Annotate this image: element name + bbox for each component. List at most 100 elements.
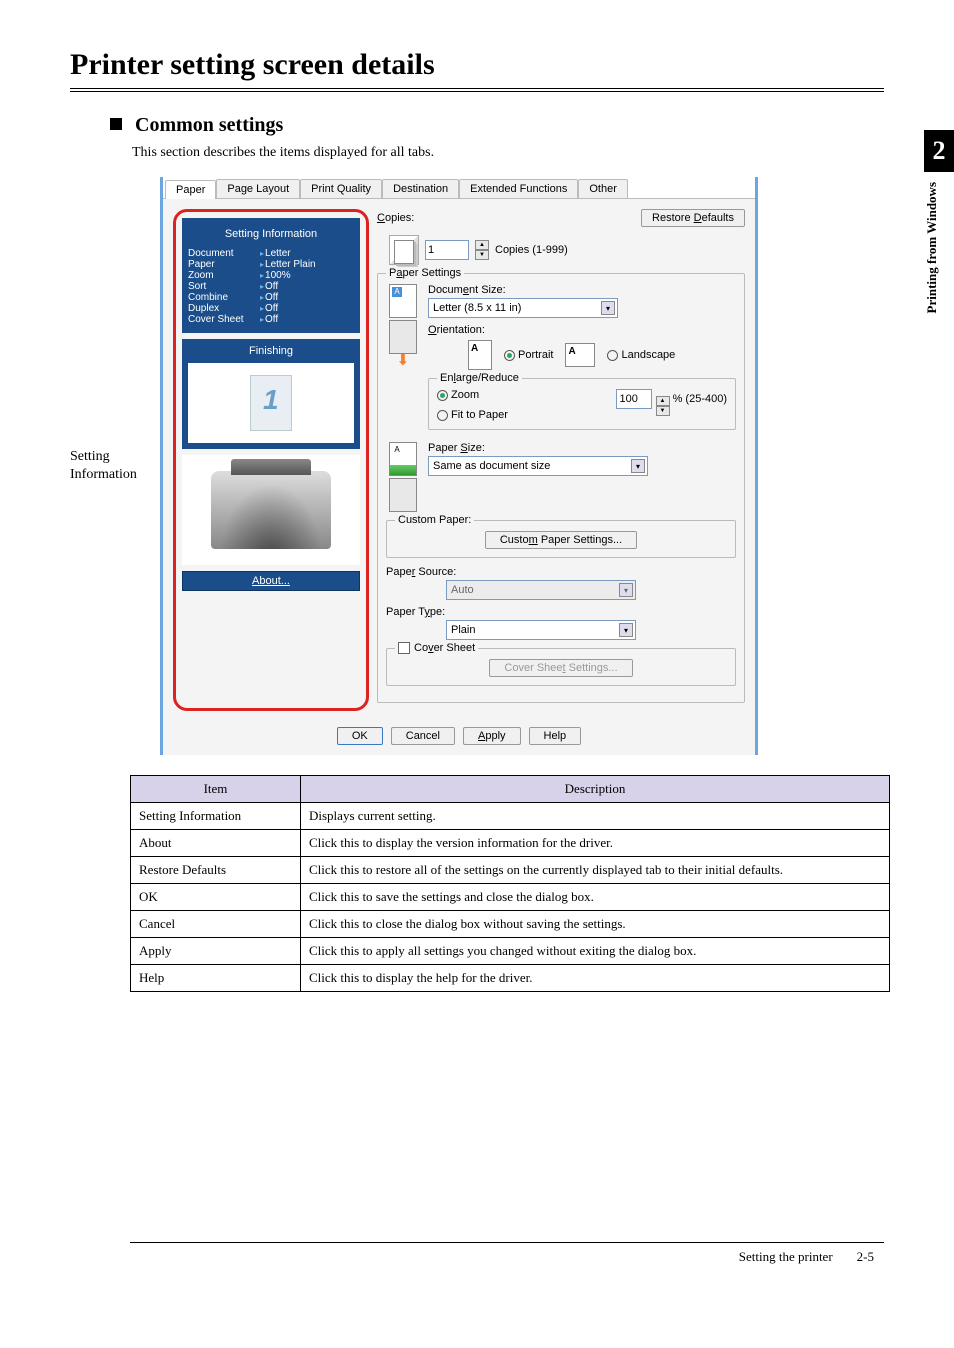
custom-paper-settings-button[interactable]: Custom Paper Settings... bbox=[485, 531, 637, 549]
callout-line2: Information bbox=[70, 467, 137, 482]
description-table: Item Description Setting InformationDisp… bbox=[130, 775, 890, 992]
custom-paper-legend: Custom Paper: bbox=[395, 514, 474, 526]
section-intro: This section describes the items display… bbox=[132, 145, 884, 161]
cover-sheet-checkbox[interactable] bbox=[398, 642, 410, 654]
copies-label: Copies: bbox=[377, 212, 414, 224]
setting-info-row: DuplexOff bbox=[188, 303, 354, 314]
paper-size-label: Paper Size: bbox=[428, 442, 736, 454]
enlarge-reduce-fieldset: Enlarge/Reduce Zoom ▲▼ % (25-400) bbox=[428, 378, 736, 430]
tab-page-layout[interactable]: Page Layout bbox=[216, 179, 300, 198]
setting-info-row: PaperLetter Plain bbox=[188, 259, 354, 270]
paper-source-label: Paper Source: bbox=[386, 566, 736, 578]
paper-type-value: Plain bbox=[451, 624, 475, 636]
setting-info-row: SortOff bbox=[188, 281, 354, 292]
table-row: Setting InformationDisplays current sett… bbox=[131, 803, 890, 830]
chapter-title: Printer setting screen details bbox=[70, 48, 884, 92]
doc-icon: A bbox=[389, 284, 417, 318]
paper-source-value: Auto bbox=[451, 584, 474, 596]
paper-source-combo[interactable]: Auto ▾ bbox=[446, 580, 636, 600]
printer-settings-dialog: Paper Page Layout Print Quality Destinat… bbox=[160, 177, 758, 755]
callout-label: Setting Information bbox=[70, 448, 160, 484]
paper-size-icons: A bbox=[386, 442, 420, 512]
col-description: Description bbox=[301, 776, 890, 803]
document-size-value: Letter (8.5 x 11 in) bbox=[433, 302, 521, 314]
printer-preview bbox=[182, 455, 360, 565]
callout-line1: Setting bbox=[70, 449, 110, 464]
setting-info-box: Setting Information DocumentLetter Paper… bbox=[182, 218, 360, 333]
table-row: Restore DefaultsClick this to restore al… bbox=[131, 857, 890, 884]
page-footer: Setting the printer 2-5 bbox=[130, 1242, 884, 1265]
footer-section: Setting the printer bbox=[739, 1249, 833, 1265]
printer-icon bbox=[211, 471, 331, 549]
footer-page-number: 2-5 bbox=[857, 1249, 874, 1265]
copies-spinner[interactable]: ▲▼ bbox=[475, 240, 489, 260]
chevron-down-icon: ▾ bbox=[601, 301, 615, 315]
doc-icon-ghost bbox=[389, 320, 417, 354]
section-bullet-icon bbox=[110, 118, 122, 130]
setting-info-row: CombineOff bbox=[188, 292, 354, 303]
spin-up-icon[interactable]: ▲ bbox=[656, 396, 670, 406]
portrait-radio[interactable]: Portrait bbox=[504, 349, 553, 361]
landscape-icon: A bbox=[565, 343, 595, 367]
doc-size-icons: A ⬇ bbox=[386, 284, 420, 366]
setting-info-header: Setting Information bbox=[188, 224, 354, 248]
tab-print-quality[interactable]: Print Quality bbox=[300, 179, 382, 198]
help-button[interactable]: Help bbox=[529, 727, 582, 745]
setting-info-row: Zoom100% bbox=[188, 270, 354, 281]
finishing-preview bbox=[188, 363, 354, 443]
ok-button[interactable]: OK bbox=[337, 727, 383, 745]
tab-bar: Paper Page Layout Print Quality Destinat… bbox=[163, 177, 755, 199]
apply-button[interactable]: Apply bbox=[463, 727, 521, 745]
portrait-icon: A bbox=[468, 340, 492, 370]
zoom-radio-row[interactable]: Zoom ▲▼ % (25-400) bbox=[437, 389, 727, 401]
custom-paper-fieldset: Custom Paper: Custom Paper Settings... bbox=[386, 520, 736, 558]
table-row: ApplyClick this to apply all settings yo… bbox=[131, 938, 890, 965]
paper-size-combo[interactable]: Same as document size ▾ bbox=[428, 456, 648, 476]
table-row: HelpClick this to display the help for t… bbox=[131, 965, 890, 992]
zoom-input[interactable] bbox=[616, 389, 652, 409]
orientation-label: Orientation: bbox=[428, 324, 736, 336]
side-tab: 2 Printing from Windows bbox=[924, 130, 954, 313]
table-row: OKClick this to save the settings and cl… bbox=[131, 884, 890, 911]
side-chapter-name: Printing from Windows bbox=[924, 182, 954, 313]
section-title-text: Common settings bbox=[135, 114, 283, 136]
restore-defaults-button[interactable]: Restore Defaults bbox=[641, 209, 745, 227]
document-size-combo[interactable]: Letter (8.5 x 11 in) ▾ bbox=[428, 298, 618, 318]
chapter-number: 2 bbox=[924, 130, 954, 172]
paper-type-label: Paper Type: bbox=[386, 606, 736, 618]
cancel-button[interactable]: Cancel bbox=[391, 727, 455, 745]
section-title: Common settings bbox=[110, 114, 884, 137]
zoom-range: % (25-400) bbox=[673, 393, 727, 405]
copies-input[interactable] bbox=[425, 240, 469, 260]
setting-info-row: Cover SheetOff bbox=[188, 314, 354, 325]
zoom-spinner[interactable]: ▲▼ bbox=[656, 396, 670, 416]
chevron-down-icon: ▾ bbox=[631, 459, 645, 473]
paper-settings-fieldset: Paper Settings A ⬇ Document Size: Letter bbox=[377, 273, 745, 703]
table-header-row: Item Description bbox=[131, 776, 890, 803]
tab-paper[interactable]: Paper bbox=[165, 180, 216, 199]
spin-up-icon[interactable]: ▲ bbox=[475, 240, 489, 250]
cover-sheet-settings-button[interactable]: Cover Sheet Settings... bbox=[489, 659, 632, 677]
spin-down-icon[interactable]: ▼ bbox=[475, 250, 489, 260]
down-arrow-icon: ⬇ bbox=[396, 356, 409, 366]
tab-destination[interactable]: Destination bbox=[382, 179, 459, 198]
spin-down-icon[interactable]: ▼ bbox=[656, 406, 670, 416]
cover-sheet-fieldset: Cover Sheet Cover Sheet Settings... bbox=[386, 648, 736, 686]
tab-other[interactable]: Other bbox=[578, 179, 628, 198]
right-settings-panel: Copies: Restore Defaults ▲▼ Copies (1-99… bbox=[377, 209, 745, 711]
dialog-button-bar: OK Cancel Apply Help bbox=[163, 721, 755, 755]
about-button[interactable]: About... bbox=[182, 571, 360, 591]
copies-icon bbox=[389, 235, 419, 265]
landscape-radio[interactable]: Landscape bbox=[607, 349, 675, 361]
col-item: Item bbox=[131, 776, 301, 803]
finishing-label: Finishing bbox=[249, 345, 293, 357]
doc-icon-ghost bbox=[389, 478, 417, 512]
enlarge-reduce-legend: Enlarge/Reduce bbox=[437, 372, 522, 384]
copies-range: Copies (1-999) bbox=[495, 244, 568, 256]
cover-sheet-legend[interactable]: Cover Sheet bbox=[395, 642, 478, 654]
doc-icon-green: A bbox=[389, 442, 417, 476]
chevron-down-icon: ▾ bbox=[619, 583, 633, 597]
paper-type-combo[interactable]: Plain ▾ bbox=[446, 620, 636, 640]
tab-extended-functions[interactable]: Extended Functions bbox=[459, 179, 578, 198]
document-size-label: Document Size: bbox=[428, 284, 736, 296]
